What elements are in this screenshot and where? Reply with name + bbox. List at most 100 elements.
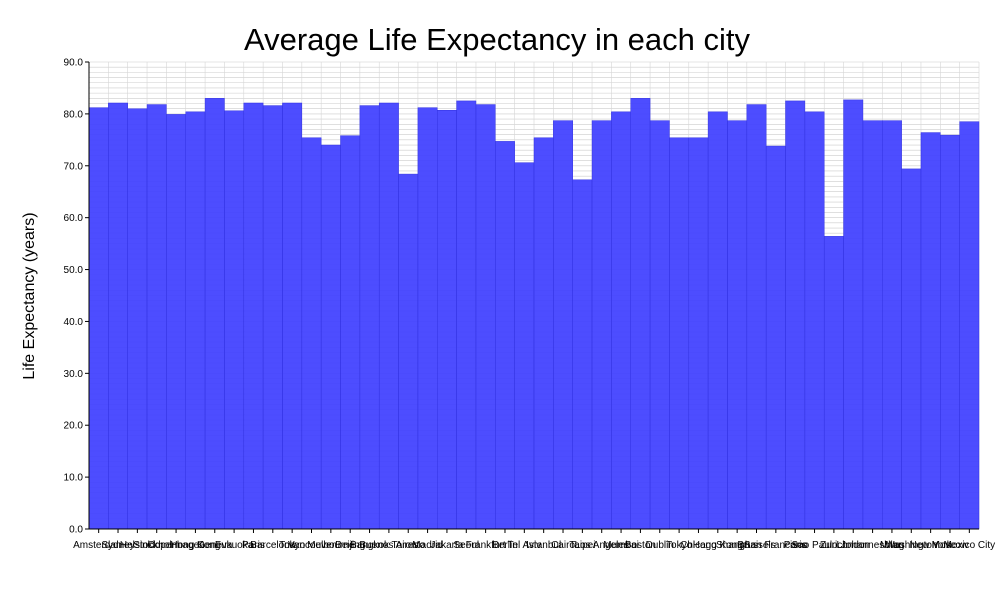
y-axis-label: Life Expectancy (years)	[21, 212, 38, 379]
x-tick-label: Helsinki	[120, 540, 155, 551]
bar	[862, 120, 883, 530]
bar	[475, 104, 496, 530]
bar	[224, 110, 245, 530]
y-tick-label: 80.0	[64, 109, 84, 120]
x-tick-label: Zurich	[820, 540, 848, 551]
x-tick-label: London	[837, 540, 870, 551]
bar	[746, 104, 767, 530]
x-tick-label: Brussels	[737, 540, 775, 551]
x-tick-label: Barcelona	[250, 540, 295, 551]
x-tick-label: Johannesburg	[841, 540, 904, 551]
x-tick-label: Copenhagen	[147, 540, 204, 551]
x-tick-label: Shanghai	[716, 540, 758, 551]
x-tick-label: Buenos Aires	[359, 540, 418, 551]
x-tick-label: Tokyo	[666, 540, 693, 551]
bars-group	[88, 98, 980, 530]
bar	[940, 134, 960, 530]
bar	[901, 168, 922, 530]
x-tick-label: Paris	[784, 540, 807, 551]
y-axis: 0.0 10.0 20.0 30.0 40.0 50.0 60.0 70.0 80.0 90.0	[64, 58, 90, 536]
x-tick-label: Berlin	[492, 540, 518, 551]
x-tick-label: Bangkok	[350, 540, 390, 551]
bar	[378, 102, 399, 530]
bar	[553, 120, 573, 530]
x-tick-label: Seoul	[453, 540, 479, 551]
x-tick-label: Hong Kong	[693, 540, 743, 551]
x-tick-label: Mumbai	[603, 540, 639, 551]
bar	[707, 111, 728, 530]
x-tick-label: Amsterdam	[73, 540, 124, 551]
x-tick-label: Istanbul	[526, 540, 561, 551]
x-tick-label: Stockholm	[133, 540, 180, 551]
bar	[669, 137, 690, 530]
bar	[456, 100, 477, 530]
y-tick-label: 60.0	[64, 213, 84, 224]
x-axis: AmsterdamSydneyHelsinkiStockholmCopenhag…	[73, 528, 995, 551]
x-tick-label: Madrid	[412, 540, 443, 551]
x-tick-label: Dublin	[646, 540, 674, 551]
bar	[727, 120, 748, 530]
bar	[882, 120, 902, 530]
bar	[495, 141, 515, 530]
x-tick-label: New York	[910, 540, 953, 551]
bar	[301, 137, 322, 530]
x-tick-label: Washington	[885, 540, 937, 551]
x-tick-label: Tel Aviv	[507, 540, 541, 551]
x-tick-label: Melbourne	[307, 540, 355, 551]
x-tick-label: Tokyo	[279, 540, 306, 551]
bar	[572, 179, 593, 530]
bar	[533, 137, 554, 530]
bar	[611, 111, 631, 530]
bar	[630, 98, 651, 530]
y-tick-label: 30.0	[64, 369, 84, 380]
bar	[437, 110, 457, 530]
bar	[204, 98, 225, 530]
x-tick-label: Taipei	[569, 540, 595, 551]
x-tick-label: Milan	[880, 540, 904, 551]
bar	[804, 111, 825, 530]
x-tick-label: Sao Paulo	[791, 540, 838, 551]
x-tick-label: Hong Kong	[170, 540, 220, 551]
bar	[185, 111, 206, 530]
bar	[843, 99, 864, 530]
bar	[959, 121, 980, 530]
bar	[340, 135, 361, 530]
bar	[359, 105, 380, 530]
x-tick-label: Jakarta	[431, 540, 464, 551]
bar	[166, 114, 186, 530]
bar	[920, 132, 941, 530]
y-tick-label: 90.0	[64, 58, 84, 69]
bar	[146, 104, 167, 530]
x-tick-label: Chicago	[680, 540, 717, 551]
x-tick-label: Geneva	[197, 540, 232, 551]
x-tick-label: Boston	[625, 540, 656, 551]
y-tick-label: 70.0	[64, 161, 84, 172]
y-tick-label: 50.0	[64, 265, 84, 276]
x-tick-label: Sydney	[101, 540, 134, 551]
bar	[785, 100, 806, 530]
x-tick-label: Los Angeles	[574, 540, 629, 551]
chart-title: Average Life Expectancy in each city	[244, 22, 751, 57]
x-tick-label: Toronto	[392, 540, 426, 551]
bar	[417, 107, 438, 530]
y-tick-label: 40.0	[64, 317, 84, 328]
bar	[765, 145, 786, 530]
x-tick-label: Paris	[242, 540, 265, 551]
x-tick-label: Mexico City	[943, 540, 995, 551]
x-tick-label: Fukuoka	[215, 540, 254, 551]
x-tick-label: Moscow	[932, 540, 969, 551]
bar	[88, 107, 109, 530]
x-tick-label: San Francisco	[744, 540, 808, 551]
bar	[688, 137, 709, 530]
bar	[108, 102, 128, 530]
y-tick-label: 20.0	[64, 421, 84, 432]
x-tick-label: Vancouver	[288, 540, 336, 551]
y-tick-label: 0.0	[69, 525, 83, 536]
bar	[398, 173, 419, 530]
x-tick-label: Beijing	[335, 540, 365, 551]
bar	[262, 105, 283, 530]
bar	[127, 108, 148, 530]
y-tick-label: 10.0	[64, 473, 84, 484]
bar	[320, 144, 341, 530]
